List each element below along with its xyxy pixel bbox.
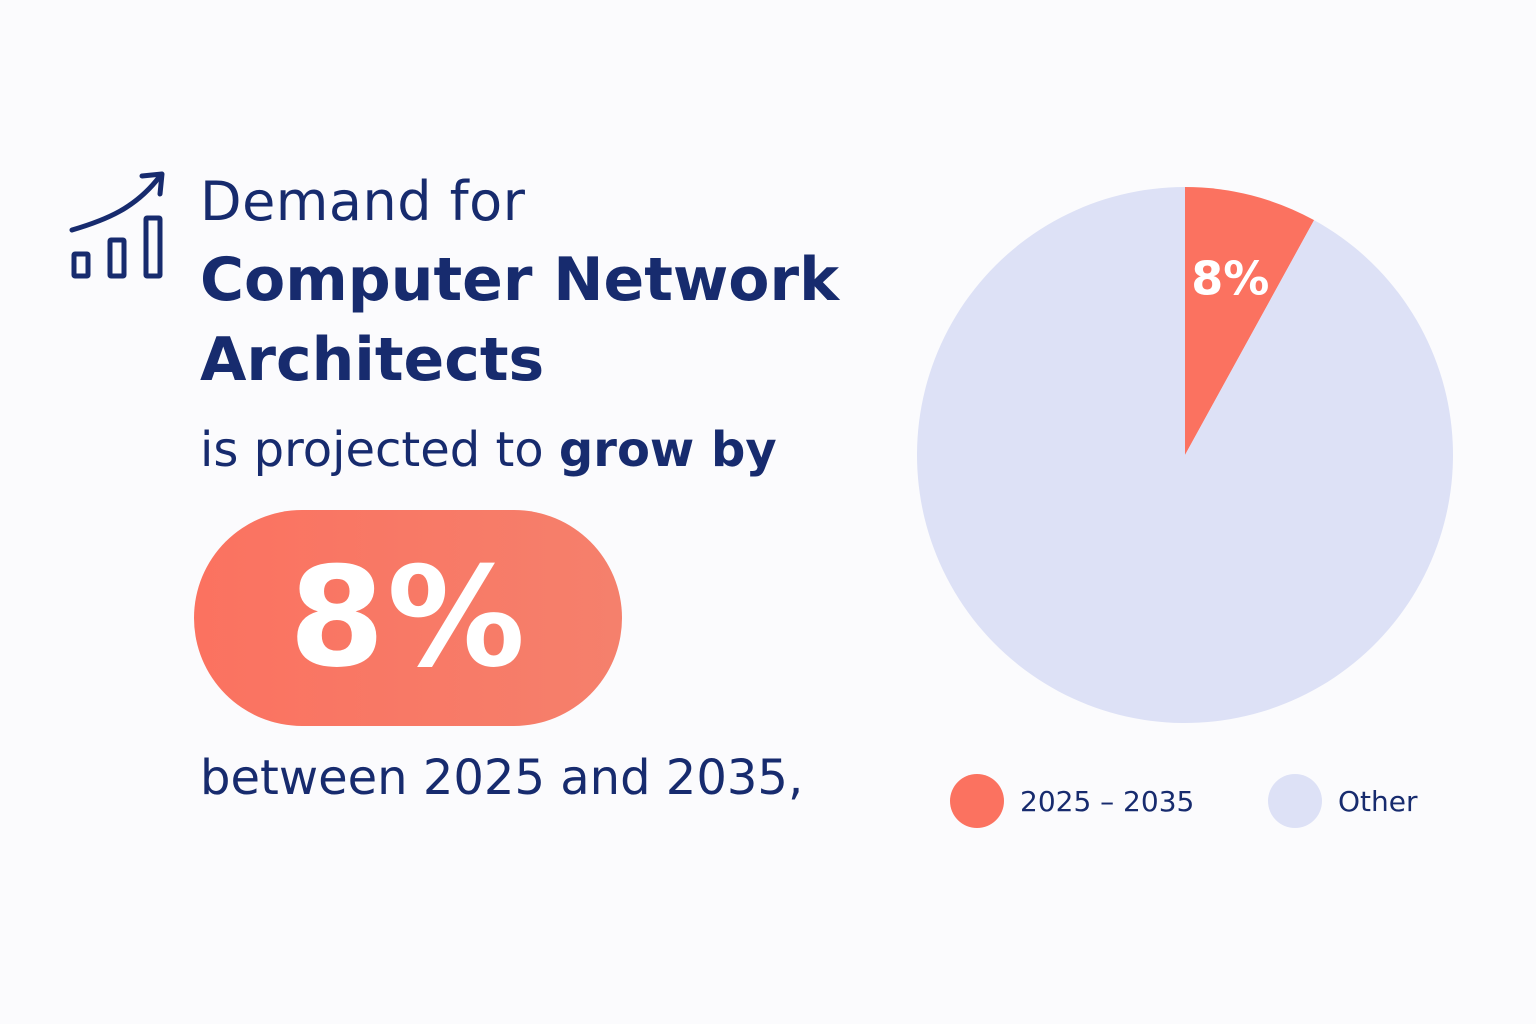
trending-chart-icon xyxy=(69,171,165,279)
period-text: between 2025 and 2035, xyxy=(200,750,804,806)
legend-item-period: 2025 – 2035 xyxy=(950,772,1194,830)
growth-badge: 8% xyxy=(194,510,622,726)
pie-slice-period xyxy=(1185,187,1315,455)
legend-swatch-other xyxy=(1268,774,1322,828)
legend-label-other: Other xyxy=(1338,784,1418,818)
legend-swatch-period xyxy=(950,774,1004,828)
projection-text-regular: is projected to xyxy=(200,422,559,478)
legend-label-period: 2025 – 2035 xyxy=(1020,784,1195,818)
pie-chart: 8% xyxy=(917,187,1453,723)
projection-text-strong: grow by xyxy=(558,422,777,478)
pie-slice-other xyxy=(917,187,1453,723)
heading-intro: Demand for xyxy=(200,170,526,233)
pie-slice-label: 8% xyxy=(1191,251,1269,305)
growth-value: 8% xyxy=(288,537,528,698)
projection-text: is projected to grow by xyxy=(200,422,777,478)
legend-item-other: Other xyxy=(1268,772,1418,830)
occupation-title: Computer Network Architects xyxy=(200,245,840,395)
